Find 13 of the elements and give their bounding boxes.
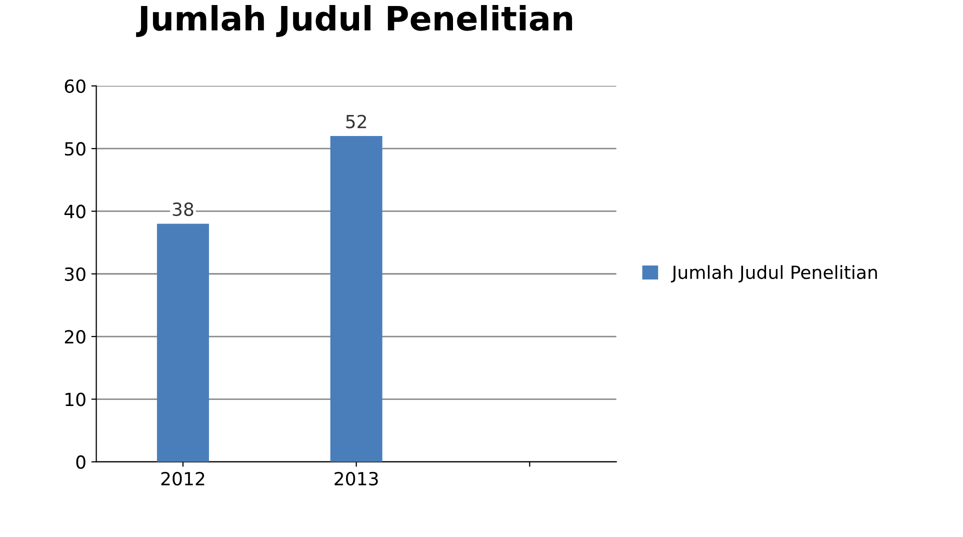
x-tick-label: 2012 xyxy=(161,472,204,486)
y-tick-label: 40 xyxy=(64,204,86,218)
y-tick-label: 30 xyxy=(64,267,86,281)
y-tick-label: 20 xyxy=(64,330,86,344)
legend-label: Jumlah Judul Penelitian xyxy=(670,265,877,282)
x-tick-label: 2013 xyxy=(334,472,378,486)
data-label: 52 xyxy=(346,114,366,128)
y-tick-label: 0 xyxy=(76,455,86,469)
y-tick-label: 60 xyxy=(64,79,86,94)
y-tick-label: 50 xyxy=(64,142,86,156)
y-tick-label: 10 xyxy=(66,392,86,406)
data-label: 38 xyxy=(172,202,194,216)
chart-title: Jumlah Judul Penelitian xyxy=(136,5,572,38)
